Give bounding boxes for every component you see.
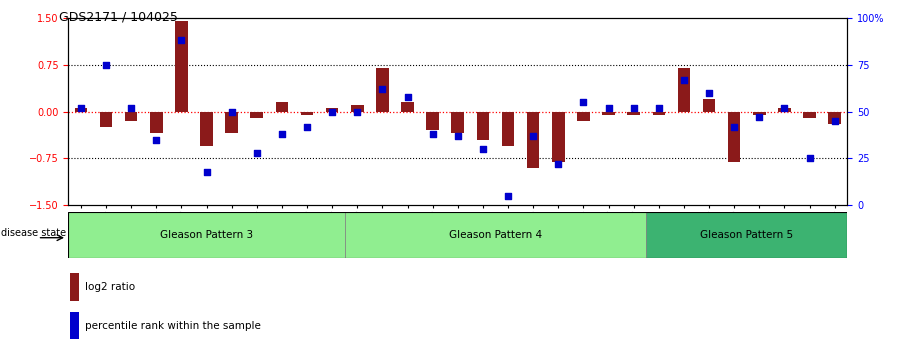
Bar bbox=[225, 112, 238, 133]
Bar bbox=[200, 112, 213, 146]
Bar bbox=[426, 112, 439, 130]
Point bbox=[777, 105, 792, 110]
Bar bbox=[702, 99, 715, 112]
Point bbox=[224, 109, 239, 114]
Point bbox=[601, 105, 616, 110]
Bar bbox=[502, 112, 515, 146]
Point bbox=[274, 131, 289, 137]
Bar bbox=[652, 112, 665, 115]
Bar bbox=[75, 108, 87, 112]
Point bbox=[476, 146, 490, 152]
Point bbox=[803, 156, 817, 161]
Bar bbox=[678, 68, 691, 112]
Point bbox=[375, 86, 390, 92]
Bar bbox=[251, 112, 263, 118]
Point bbox=[300, 124, 314, 129]
Point bbox=[651, 105, 666, 110]
Bar bbox=[376, 68, 389, 112]
Bar bbox=[804, 112, 816, 118]
Bar bbox=[276, 102, 288, 112]
Text: percentile rank within the sample: percentile rank within the sample bbox=[85, 321, 261, 331]
Bar bbox=[602, 112, 615, 115]
Point bbox=[727, 124, 742, 129]
Point bbox=[827, 118, 842, 124]
Bar bbox=[628, 112, 640, 115]
Bar bbox=[401, 102, 414, 112]
Text: Gleason Pattern 3: Gleason Pattern 3 bbox=[160, 230, 253, 240]
Point bbox=[576, 99, 590, 105]
Bar bbox=[150, 112, 162, 133]
Bar bbox=[125, 112, 138, 121]
Bar bbox=[646, 212, 847, 258]
Bar bbox=[301, 112, 313, 115]
Point bbox=[501, 193, 516, 199]
Text: Gleason Pattern 4: Gleason Pattern 4 bbox=[449, 230, 542, 240]
Point bbox=[250, 150, 264, 156]
Point bbox=[400, 94, 415, 99]
Point bbox=[149, 137, 164, 142]
Point bbox=[677, 77, 691, 82]
Point bbox=[350, 109, 364, 114]
Bar bbox=[753, 112, 765, 115]
Point bbox=[425, 131, 440, 137]
Point bbox=[450, 133, 465, 139]
Bar bbox=[326, 108, 338, 112]
Point bbox=[124, 105, 138, 110]
Text: log2 ratio: log2 ratio bbox=[85, 282, 135, 292]
Point bbox=[551, 161, 566, 167]
Point bbox=[98, 62, 113, 68]
Bar bbox=[351, 105, 363, 112]
Point bbox=[526, 133, 540, 139]
Point bbox=[627, 105, 641, 110]
Bar bbox=[552, 112, 565, 161]
Bar bbox=[70, 312, 79, 339]
Bar bbox=[68, 212, 344, 258]
Point bbox=[200, 169, 214, 175]
Bar bbox=[778, 108, 791, 112]
Text: GDS2171 / 104025: GDS2171 / 104025 bbox=[59, 11, 178, 24]
Bar bbox=[99, 112, 112, 127]
Point bbox=[701, 90, 716, 96]
Bar bbox=[175, 21, 188, 112]
Text: Gleason Pattern 5: Gleason Pattern 5 bbox=[701, 230, 793, 240]
Bar bbox=[344, 212, 646, 258]
Bar bbox=[578, 112, 589, 121]
Bar bbox=[452, 112, 464, 133]
Point bbox=[752, 114, 766, 120]
Bar bbox=[828, 112, 841, 124]
Bar bbox=[70, 273, 79, 301]
Point bbox=[174, 38, 189, 43]
Bar bbox=[527, 112, 539, 168]
Text: disease state: disease state bbox=[1, 228, 66, 238]
Point bbox=[74, 105, 88, 110]
Bar bbox=[476, 112, 489, 139]
Point bbox=[325, 109, 340, 114]
Bar bbox=[728, 112, 741, 161]
